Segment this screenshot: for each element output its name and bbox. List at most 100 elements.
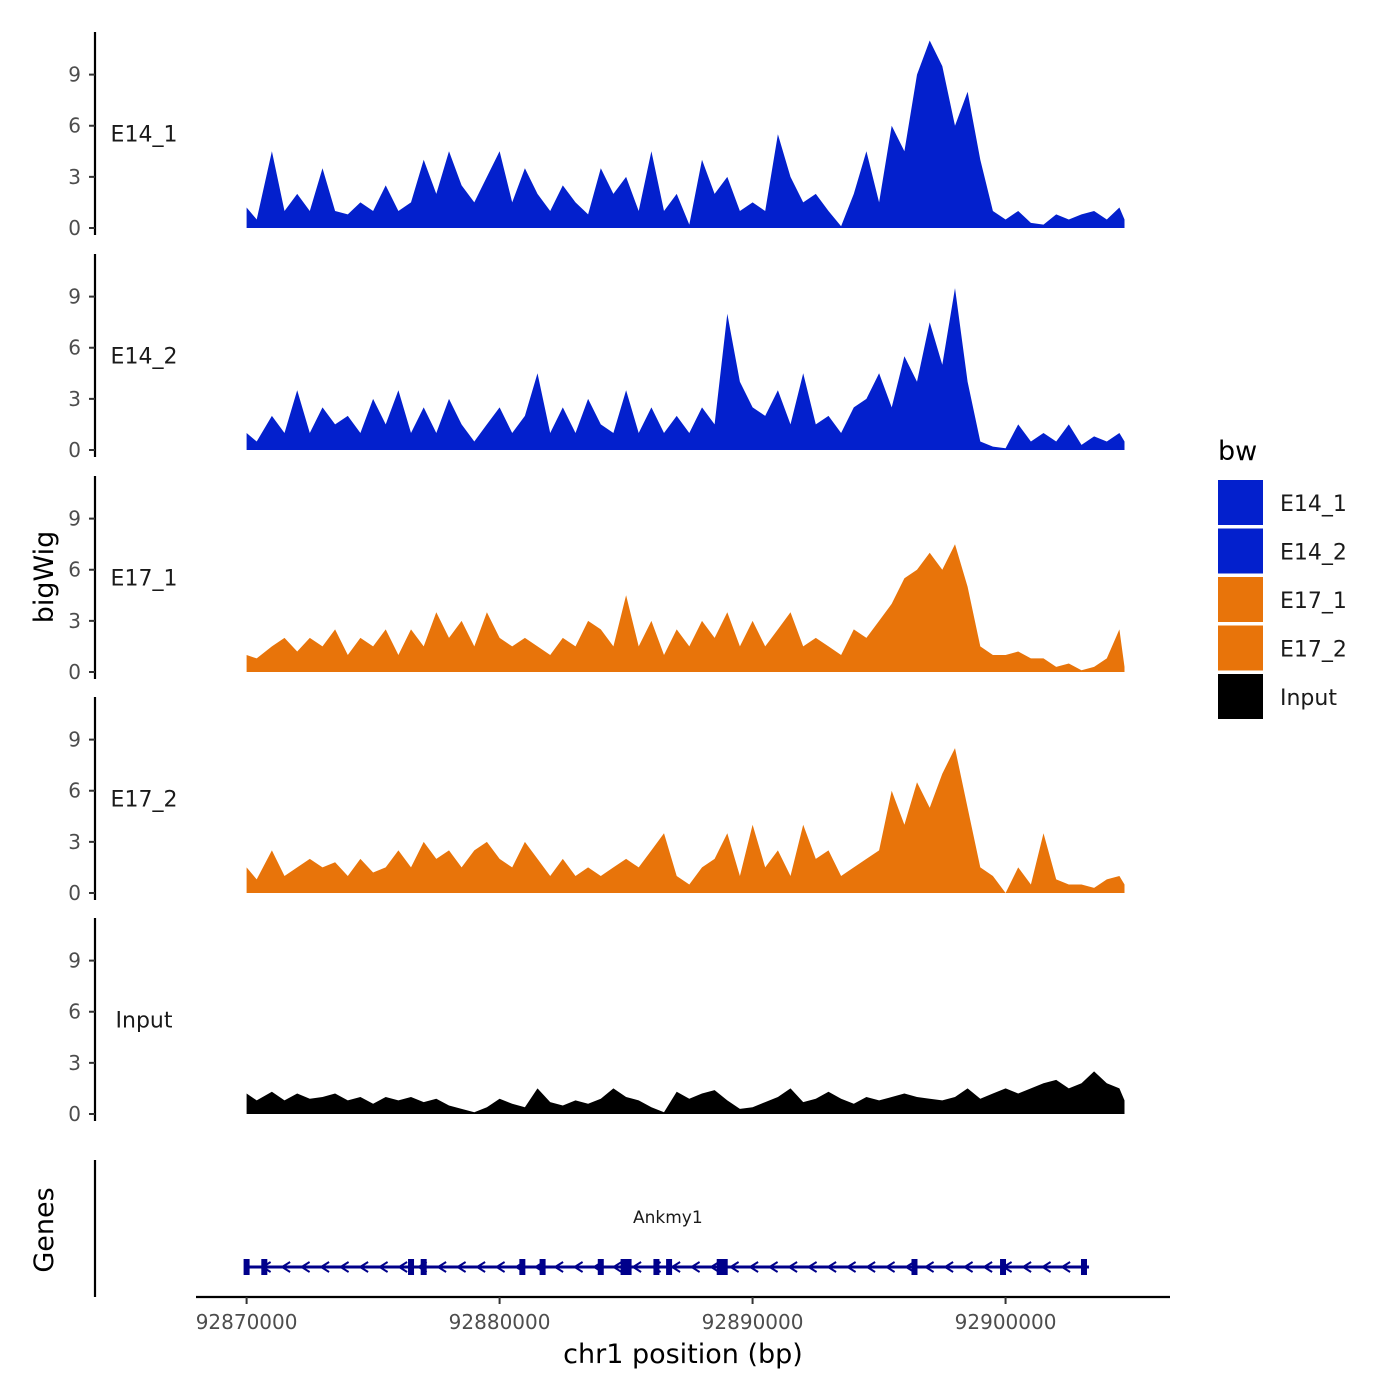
- y-tick-label: 3: [68, 165, 81, 189]
- signal-area-E14_2: [246, 288, 1125, 450]
- exon: [261, 1259, 268, 1275]
- exon: [597, 1259, 604, 1275]
- exon: [716, 1259, 728, 1275]
- legend: bw E14_1 E14_2 E17_1 E17_2 Input: [1218, 436, 1347, 719]
- strand-arrow: [1040, 1261, 1052, 1273]
- exon: [1080, 1259, 1087, 1275]
- track-E17_1: 0 3 6 9 E17_1: [68, 476, 1125, 684]
- strand-arrow: [787, 1261, 798, 1273]
- strand-arrow: [670, 1261, 681, 1273]
- exon: [408, 1259, 415, 1275]
- strand-arrow: [436, 1261, 447, 1273]
- y-tick-label: 6: [68, 779, 81, 803]
- gene-Ankmy1: Ankmy1: [243, 1208, 1090, 1275]
- strand-arrow: [845, 1261, 857, 1273]
- exon: [620, 1259, 632, 1275]
- strand-arrow: [689, 1261, 701, 1273]
- y-tick-label: 0: [68, 216, 81, 240]
- gene-label: Ankmy1: [633, 1208, 703, 1228]
- x-axis-title: chr1 position (bp): [563, 1339, 803, 1370]
- strand-arrow: [397, 1261, 408, 1273]
- strand-arrow: [319, 1261, 330, 1273]
- track-label: E17_2: [111, 788, 178, 813]
- legend-title: bw: [1218, 436, 1257, 467]
- strand-arrow: [494, 1261, 506, 1273]
- y-tick-label: 6: [68, 114, 81, 138]
- y-tick-label: 9: [68, 728, 81, 752]
- legend-label: E17_1: [1280, 589, 1347, 614]
- y-tick-label: 9: [68, 507, 81, 531]
- signal-area-E17_2: [246, 748, 1125, 893]
- legend-key-E17_2: [1218, 625, 1263, 671]
- strand-arrow: [631, 1261, 642, 1273]
- strand-arrow: [358, 1261, 369, 1273]
- legend-key-E14_2: [1218, 528, 1263, 574]
- strand-arrow: [709, 1261, 720, 1273]
- x-tick-label: 92900000: [955, 1310, 1057, 1334]
- strand-arrow: [553, 1261, 564, 1273]
- y-tick-label: 6: [68, 336, 81, 360]
- strand-arrow: [728, 1261, 740, 1273]
- y-tick-label: 3: [68, 387, 81, 411]
- genes-axis-title: Genes: [29, 1187, 60, 1272]
- legend-label: E14_2: [1280, 541, 1347, 566]
- y-tick-label: 6: [68, 1000, 81, 1024]
- y-tick-label: 3: [68, 609, 81, 633]
- strand-arrow: [1021, 1261, 1032, 1273]
- strand-arrow: [806, 1261, 818, 1273]
- y-tick-label: 3: [68, 830, 81, 854]
- y-tick-label: 9: [68, 949, 81, 973]
- strand-arrow: [299, 1261, 311, 1273]
- exon: [666, 1259, 673, 1275]
- strand-arrow: [982, 1261, 993, 1273]
- exon: [1000, 1259, 1007, 1275]
- y-axis-title: bigWig: [29, 531, 60, 624]
- signal-tracks: 0 3 6 9 E14_1 0 3 6 9 E14_2 0 3 6 9 E17_1 0 3 6 9 E17_2 0 3 6 9…: [68, 32, 1125, 1126]
- x-tick-label: 92890000: [702, 1310, 804, 1334]
- x-tick-label: 92880000: [449, 1310, 551, 1334]
- exon: [653, 1259, 660, 1275]
- y-tick-label: 3: [68, 1051, 81, 1075]
- y-tick-label: 0: [68, 881, 81, 905]
- strand-arrow: [865, 1261, 876, 1273]
- y-tick-label: 6: [68, 558, 81, 582]
- y-tick-label: 0: [68, 660, 81, 684]
- strand-arrow: [611, 1261, 623, 1273]
- strand-arrow: [923, 1261, 935, 1273]
- signal-area-E14_1: [246, 40, 1125, 228]
- strand-arrow: [455, 1261, 467, 1273]
- track-label: E17_1: [111, 567, 178, 592]
- gene-panel: 92870000 92880000 92890000 92900000 Ankmy1: [93, 1160, 1170, 1334]
- exon: [539, 1259, 546, 1275]
- legend-label: E14_1: [1280, 492, 1347, 517]
- track-label: E14_1: [111, 123, 178, 148]
- exon: [519, 1259, 526, 1275]
- strand-arrow: [962, 1261, 974, 1273]
- signal-area-Input: [246, 1071, 1125, 1114]
- strand-arrow: [475, 1261, 486, 1273]
- strand-arrow: [748, 1261, 759, 1273]
- strand-arrow: [767, 1261, 779, 1273]
- legend-label: Input: [1280, 686, 1337, 711]
- exon: [911, 1259, 918, 1275]
- strand-arrow: [884, 1261, 896, 1273]
- strand-arrow: [572, 1261, 584, 1273]
- strand-arrow: [338, 1261, 350, 1273]
- strand-arrow: [280, 1261, 291, 1273]
- track-label: E14_2: [111, 345, 178, 370]
- track-E17_2: 0 3 6 9 E17_2: [68, 697, 1125, 905]
- strand-arrow: [826, 1261, 837, 1273]
- y-tick-label: 0: [68, 1102, 81, 1126]
- track-E14_2: 0 3 6 9 E14_2: [68, 254, 1125, 462]
- legend-key-Input: [1218, 674, 1263, 719]
- exon: [243, 1259, 250, 1275]
- signal-area-E17_1: [246, 544, 1125, 672]
- y-tick-label: 9: [68, 63, 81, 87]
- strand-arrow: [377, 1261, 389, 1273]
- track-E14_1: 0 3 6 9 E14_1: [68, 32, 1125, 240]
- exon: [420, 1259, 427, 1275]
- strand-arrow: [904, 1261, 915, 1273]
- strand-arrow: [1060, 1261, 1071, 1273]
- legend-key-E14_1: [1218, 480, 1263, 525]
